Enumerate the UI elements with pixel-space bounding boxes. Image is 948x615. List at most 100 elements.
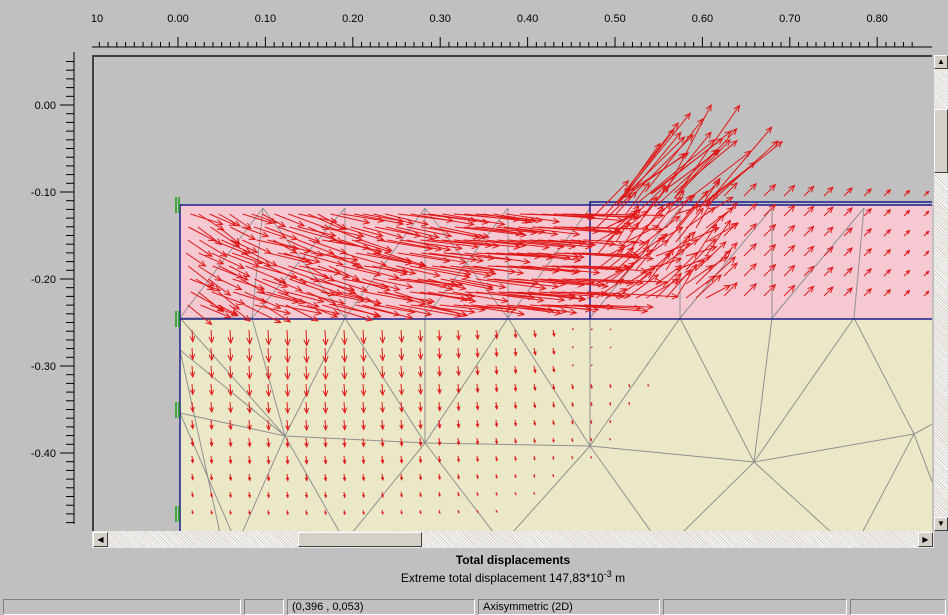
displacement-arrow (373, 304, 415, 313)
displacement-arrow (743, 203, 757, 217)
displacement-arrow-head (323, 459, 328, 465)
displacement-arrow-head (437, 406, 442, 412)
horizontal-scroll-thumb[interactable] (298, 532, 422, 547)
displacement-arrow-head (342, 424, 347, 431)
x-tick-label: 0.00 (167, 13, 188, 25)
displacement-arrow-head (360, 354, 367, 363)
scroll-right-button[interactable]: ▶ (918, 532, 933, 547)
displacement-arrow-head (630, 209, 639, 217)
displacement-arrow (655, 226, 683, 243)
displacement-arrow (527, 265, 578, 274)
displacement-arrow (476, 347, 479, 357)
displacement-arrow (685, 238, 717, 271)
displacement-arrow (457, 419, 460, 428)
scroll-left-button[interactable]: ◀ (93, 532, 108, 547)
displacement-arrow (516, 252, 571, 259)
displacement-arrow (218, 278, 242, 291)
displacement-arrow-head (514, 475, 517, 479)
displacement-arrow (267, 437, 270, 447)
displacement-arrow-head (330, 311, 339, 318)
displacement-arrow-head (399, 476, 404, 481)
displacement-arrow (355, 304, 413, 319)
displacement-arrow (705, 284, 731, 299)
displacement-arrow-head (266, 494, 270, 499)
mesh-edge (179, 349, 221, 531)
displacement-arrow (381, 437, 384, 447)
scroll-up-button[interactable]: ▲ (934, 55, 948, 69)
displacement-arrow (843, 207, 853, 217)
scroll-down-button[interactable]: ▼ (934, 517, 948, 531)
displacement-arrow (723, 242, 738, 257)
displacement-arrow-head (405, 313, 414, 320)
displacement-arrow (438, 347, 441, 359)
displacement-arrow-head (227, 336, 234, 345)
vertical-scroll-thumb[interactable] (934, 109, 948, 173)
horizontal-scrollbar[interactable]: ◀ ▶ (92, 531, 934, 548)
displacement-arrow-head (418, 406, 423, 413)
displacement-arrow-head (571, 421, 574, 425)
displacement-arrow (343, 401, 346, 413)
displacement-arrow-head (380, 459, 385, 465)
displacement-arrow-head (339, 248, 348, 255)
vertical-ruler-ticks: 0.00 -0.10 -0.20 -0.30 -0.40 (31, 52, 75, 524)
displacement-arrow (267, 365, 270, 379)
displacement-arrow (324, 329, 327, 345)
displacement-arrow-head (733, 104, 741, 113)
displacement-arrow-head (205, 318, 213, 326)
displacement-arrow-head (616, 216, 625, 224)
displacement-arrow (374, 226, 421, 237)
displacement-arrow-head (514, 493, 517, 496)
displacement-arrow (381, 419, 384, 430)
displacement-arrow-head (399, 441, 404, 447)
displacement-arrow (783, 245, 795, 257)
displacement-arrow-head (456, 441, 461, 446)
displacement-arrow (324, 383, 327, 397)
cursor-coordinates: (0,396 , 0,053) (287, 599, 475, 615)
displacement-arrow-head (265, 390, 272, 398)
displacement-arrow-head (457, 511, 460, 514)
displacement-arrow-head (730, 242, 738, 250)
displacement-arrow-head (266, 459, 271, 465)
displacement-arrow-head (826, 206, 834, 214)
displacement-arrow (429, 252, 477, 261)
model-canvas[interactable] (92, 55, 932, 531)
vertical-scrollbar[interactable]: ▲ ▼ (934, 55, 948, 531)
displacement-arrow-head (590, 385, 593, 390)
displacement-arrow-head (475, 405, 480, 411)
displacement-arrow (595, 180, 629, 215)
displacement-arrow-head (376, 231, 384, 238)
displacement-arrow-head (667, 128, 675, 136)
displacement-arrow (763, 204, 776, 217)
displacement-arrow-head (373, 312, 382, 319)
displacement-arrow (229, 365, 232, 379)
displacement-arrow-head (592, 269, 601, 276)
displacement-arrow (229, 401, 232, 413)
right-arrow-icon: ▶ (922, 535, 929, 544)
displacement-arrow-head (686, 134, 694, 142)
displacement-arrow (320, 291, 365, 302)
displacement-arrow-head (807, 225, 815, 233)
displacement-arrow-head (327, 248, 335, 255)
displacement-arrow-head (209, 407, 214, 414)
displacement-arrow-head (261, 231, 270, 238)
displacement-arrow-head (278, 277, 287, 284)
displacement-arrow-head (266, 425, 271, 431)
displacement-arrow-head (590, 421, 593, 425)
displacement-arrow (517, 304, 577, 314)
displacement-arrow (210, 365, 213, 378)
displacement-arrow-head (533, 386, 537, 392)
displacement-arrow-head (674, 131, 682, 139)
displacement-arrow (695, 178, 721, 215)
displacement-arrow-head (690, 263, 697, 271)
displacement-arrow-head (456, 458, 461, 463)
displacement-arrow (675, 239, 698, 257)
displacement-arrow (298, 265, 341, 274)
displacement-arrow-head (730, 127, 738, 136)
mesh-edge (771, 207, 865, 319)
displacement-arrow (254, 278, 289, 295)
displacement-arrow (267, 329, 270, 345)
displacement-arrow (394, 291, 432, 305)
displacement-arrow-head (749, 242, 758, 251)
displacement-arrow-head (426, 234, 435, 241)
displacement-arrow (595, 278, 624, 299)
